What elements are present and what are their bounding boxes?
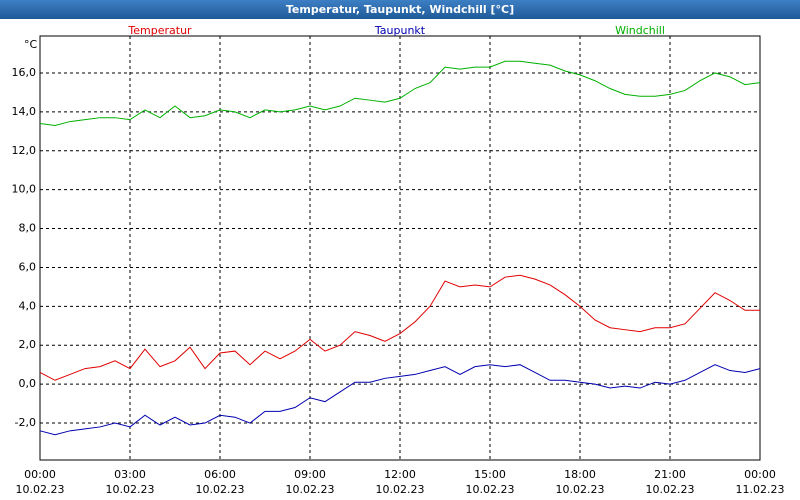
x-tick-date: 10.02.23 [196,483,245,496]
y-tick-label: 8,0 [19,222,37,235]
title-bar [0,0,800,19]
x-tick-date: 10.02.23 [106,483,155,496]
x-tick-label: 21:00 [654,468,686,481]
y-tick-label: 2,0 [19,338,37,351]
y-tick-label: 12,0 [12,144,37,157]
x-tick-label: 12:00 [384,468,416,481]
x-tick-label: 15:00 [474,468,506,481]
x-tick-date: 10.02.23 [16,483,65,496]
series-line [39,364,761,436]
x-tick-date: 10.02.23 [466,483,515,496]
x-tick-label: 00:00 [24,468,56,481]
y-tick-label: 6,0 [19,260,37,273]
legend-entry: Temperatur [127,24,192,37]
x-tick-date: 11.02.23 [736,483,785,496]
plot-frame [39,35,761,461]
legend-entry: Windchill [615,24,665,37]
x-tick-label: 03:00 [114,468,146,481]
chart-title: Temperatur, Taupunkt, Windchill [°C] [286,3,514,16]
y-tick-label: -2,0 [15,416,36,429]
y-tick-label: 10,0 [12,183,37,196]
x-tick-label: 00:00 [744,468,776,481]
x-tick-label: 06:00 [204,468,236,481]
y-tick-label: 0,0 [19,377,37,390]
x-tick-date: 10.02.23 [376,483,425,496]
x-tick-label: 18:00 [564,468,596,481]
series-line [39,60,761,126]
x-tick-label: 09:00 [294,468,326,481]
series-line [39,274,760,381]
x-tick-date: 10.02.23 [556,483,605,496]
y-tick-label: 4,0 [19,299,37,312]
y-tick-label: 16,0 [12,66,37,79]
y-unit: °C [24,38,38,51]
legend-entry: Taupunkt [374,24,426,37]
y-tick-label: 14,0 [12,105,37,118]
x-tick-date: 10.02.23 [286,483,335,496]
x-tick-date: 10.02.23 [646,483,695,496]
